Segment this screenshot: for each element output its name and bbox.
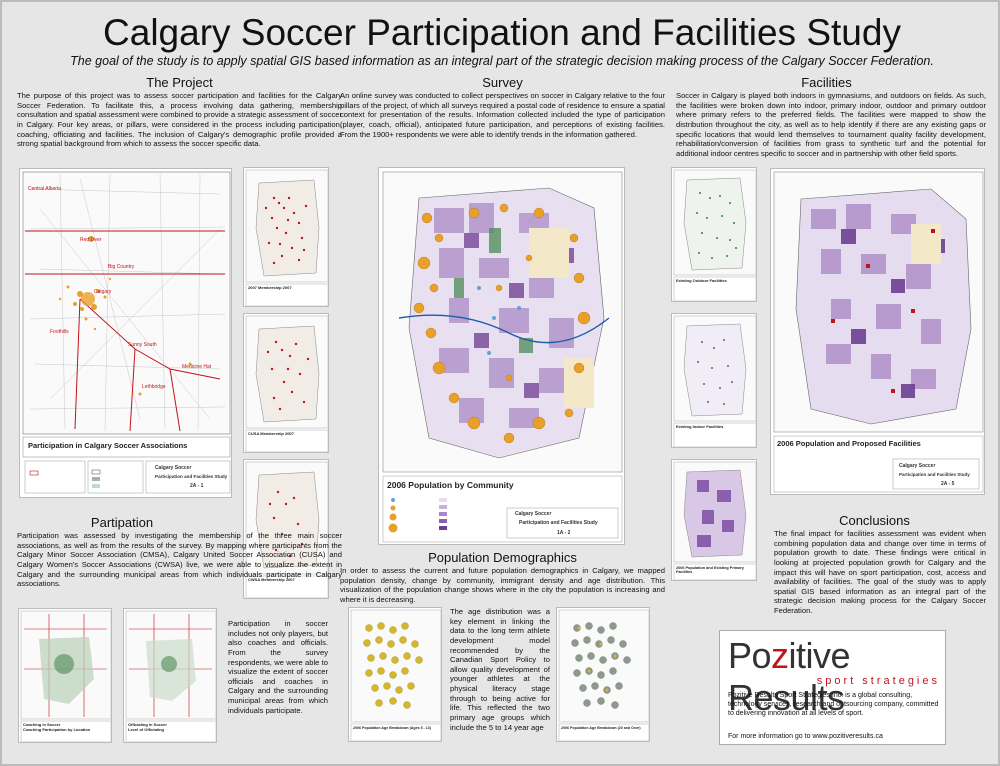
coaching-map-caption: Coaching in Soccer Coaching Participatio…: [23, 722, 91, 732]
project-heading: The Project: [146, 75, 213, 90]
population-existing-facilities-caption: 2006 Population and Existing Primary Fac…: [676, 566, 744, 574]
population-existing-facilities-graphic: [673, 461, 756, 580]
alberta-map-graphic: [22, 171, 231, 494]
age-breakdown-map-2: 2006 Population Age Breakdown (20 and Ov…: [556, 607, 650, 742]
logo-name-prefix: Po: [728, 635, 772, 676]
membership-map-3: CWSA Membership 2007: [243, 459, 329, 599]
indoor-facilities-map: Existing Indoor Facilities: [671, 313, 757, 448]
population-map-study: Participation and Facilities Study: [519, 520, 598, 526]
officiating-map-caption: Officiating in Soccer Level of Officiati…: [128, 722, 167, 732]
population-text: In order to assess the current and futur…: [340, 566, 665, 604]
population-text-2: The age distribution was a key element i…: [450, 607, 550, 732]
indoor-facilities-caption: Existing Indoor Facilities: [676, 424, 724, 429]
place-label-medicine-hat: Medicine Hat: [182, 364, 212, 370]
membership-map-3-caption: CWSA Membership 2007: [248, 577, 295, 582]
proposed-map-study: Participation and Facilities Study: [899, 472, 970, 477]
survey-heading: Survey: [482, 75, 523, 90]
proposed-map-title: 2006 Population and Proposed Facilities: [777, 439, 921, 448]
place-label-central-alberta: Central Alberta: [28, 186, 62, 192]
population-map-title: 2006 Population by Community: [387, 480, 514, 490]
officiating-map: Officiating in Soccer Level of Officiati…: [123, 608, 217, 743]
logo-name-mark: z: [771, 635, 789, 676]
facilities-heading: Facilities: [801, 75, 852, 90]
population-map-code: 1A - 2: [557, 530, 571, 536]
place-label-lethbridge: Lethbridge: [142, 384, 166, 390]
age-breakdown-map-1-graphic: [350, 609, 441, 741]
place-label-calgary: Calgary: [94, 289, 112, 295]
alberta-map-brand: Calgary Soccer: [155, 465, 192, 471]
outdoor-facilities-graphic: [673, 169, 756, 301]
population-map-brand: Calgary Soccer: [515, 511, 552, 517]
place-label-foothills: Foothills: [50, 329, 69, 335]
partipation-text: Participation was assessed by investigat…: [17, 531, 342, 589]
membership-map-3-graphic: [245, 461, 328, 598]
age-breakdown-map-2-graphic: [558, 609, 649, 741]
membership-map-1-caption: 2007 Membership 2007: [248, 285, 292, 290]
logo-description: Pozitive Results Sport Strategies Inc. i…: [728, 692, 939, 717]
population-map-graphic: [382, 171, 623, 543]
pozitive-results-logo: Pozitive Results: [728, 635, 945, 719]
partipation-text-2: Participation in soccer includes not onl…: [228, 619, 328, 715]
survey-text: An online survey was conducted to collec…: [340, 91, 665, 139]
place-label-sunny-south: Sunny South: [128, 342, 157, 348]
proposed-facilities-map: 2006 Population and Proposed Facilities …: [770, 168, 985, 495]
coaching-map: Coaching in Soccer Coaching Participatio…: [18, 608, 112, 743]
membership-map-2-graphic: [245, 315, 328, 452]
proposed-facilities-graphic: [773, 171, 984, 493]
age-breakdown-map-1: 2006 Population Age Breakdown (Ages 5 - …: [348, 607, 442, 742]
population-by-community-map: 2006 Population by Community Calgary Soc…: [378, 167, 625, 545]
partipation-heading: Partipation: [90, 515, 154, 530]
project-text: The purpose of this project was to asses…: [17, 91, 342, 149]
population-existing-facilities-map: 2006 Population and Existing Primary Fac…: [671, 459, 757, 581]
age-breakdown-map-1-caption: 2006 Population Age Breakdown (Ages 5 - …: [353, 726, 431, 730]
alberta-map-code: 2A - 1: [190, 483, 204, 489]
alberta-map-title: Participation in Calgary Soccer Associat…: [28, 441, 188, 450]
conclusions-text: The final impact for facilities assessme…: [774, 529, 986, 616]
proposed-map-brand: Calgary Soccer: [899, 463, 936, 469]
facilities-text: Soccer in Calgary is played both indoors…: [676, 91, 986, 158]
membership-map-1-graphic: [245, 169, 328, 306]
membership-map-2-caption: CUSA Membership 2007: [248, 431, 294, 436]
conclusions-heading: Conclusions: [839, 513, 910, 528]
outdoor-facilities-caption: Existing Outdoor Facilities: [676, 278, 727, 283]
coaching-map-graphic: [20, 610, 111, 742]
logo-name-rest: itive Results: [728, 635, 851, 718]
alberta-map-study: Participation and Facilities Study: [155, 474, 228, 479]
officiating-map-graphic: [125, 610, 216, 742]
logo-tagline: sport strategies: [816, 675, 940, 687]
outdoor-facilities-map: Existing Outdoor Facilities: [671, 167, 757, 302]
age-breakdown-map-2-caption: 2006 Population Age Breakdown (20 and Ov…: [561, 726, 641, 730]
proposed-map-code: 2A - 5: [941, 481, 955, 487]
place-label-red-deer: Red Deer: [80, 237, 102, 243]
membership-map-1: 2007 Membership 2007: [243, 167, 329, 307]
website-link[interactable]: For more information go to www.pozitiver…: [728, 733, 883, 740]
alberta-participation-map: Central Alberta Red Deer Big Country Cal…: [19, 168, 232, 498]
membership-map-2: CUSA Membership 2007: [243, 313, 329, 453]
poster-title: Calgary Soccer Participation and Facilit…: [103, 12, 901, 53]
place-label-big-country: Big Country: [108, 264, 135, 270]
poster-subtitle: The goal of the study is to apply spatia…: [70, 54, 934, 68]
pozitive-results-panel: Pozitive Results sport strategies Poziti…: [719, 630, 946, 745]
population-heading: Population Demographics: [428, 550, 577, 565]
indoor-facilities-graphic: [673, 315, 756, 447]
